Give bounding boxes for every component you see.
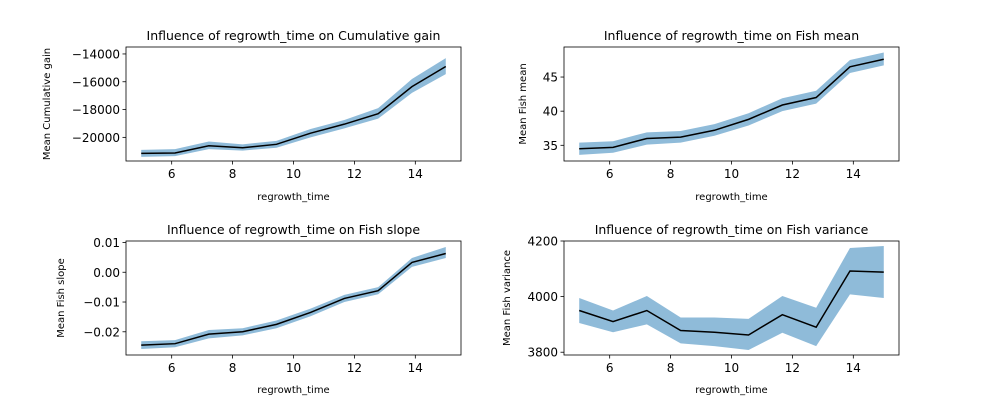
x-tick-label: 12 bbox=[785, 167, 800, 181]
axis-ticks-layer: 6 8 10 12 14 3800 4000 4200 bbox=[527, 235, 861, 376]
x-tick-label: 6 bbox=[168, 361, 176, 375]
confidence-band-layer bbox=[579, 52, 884, 155]
confidence-band bbox=[579, 52, 884, 155]
mean-line-layer bbox=[578, 270, 884, 336]
x-tick-label: 8 bbox=[229, 167, 237, 181]
plot-frame bbox=[563, 46, 900, 162]
x-tick-label: 8 bbox=[667, 167, 675, 181]
y-tick-label: 4200 bbox=[527, 235, 558, 249]
y-tick-label: 0.00 bbox=[93, 266, 120, 280]
y-axis-label: Mean Cumulative gain bbox=[42, 48, 53, 160]
x-tick-label: 10 bbox=[724, 361, 739, 375]
x-tick-label: 8 bbox=[229, 361, 237, 375]
y-tick-label: −20000 bbox=[72, 131, 120, 145]
y-tick-label: −16000 bbox=[72, 75, 120, 89]
subplot-fish-slope: Influence of regrowth_time on Fish slope… bbox=[56, 222, 462, 396]
x-axis-label: regrowth_time bbox=[257, 192, 329, 203]
subplot-title: Influence of regrowth_time on Fish varia… bbox=[595, 222, 869, 237]
x-tick-label: 10 bbox=[286, 361, 301, 375]
mean-line-layer bbox=[579, 58, 884, 150]
confidence-band bbox=[141, 246, 446, 350]
x-axis-label: regrowth_time bbox=[257, 385, 329, 396]
x-tick-label: 14 bbox=[846, 167, 861, 181]
y-tick-label: 3800 bbox=[527, 346, 558, 360]
axis-ticks-layer: 6 8 10 12 14 35 40 45 bbox=[543, 71, 861, 181]
subplot-title: Influence of regrowth_time on Cumulative… bbox=[147, 28, 441, 43]
y-tick-label: −18000 bbox=[72, 103, 120, 117]
y-tick-label: 45 bbox=[543, 71, 558, 85]
subplot-fish-mean: Influence of regrowth_time on Fish mean … bbox=[518, 28, 900, 203]
x-tick-label: 12 bbox=[347, 167, 362, 181]
subplot-title: Influence of regrowth_time on Fish mean bbox=[604, 28, 859, 43]
mean-line bbox=[579, 58, 884, 150]
subplot-fish-variance: Influence of regrowth_time on Fish varia… bbox=[502, 222, 900, 396]
y-axis-label: Mean Fish mean bbox=[518, 63, 529, 144]
x-tick-label: 6 bbox=[168, 167, 176, 181]
y-tick-label: 35 bbox=[543, 139, 558, 153]
mean-line bbox=[141, 65, 447, 155]
mean-line bbox=[578, 270, 884, 336]
x-tick-label: 10 bbox=[286, 167, 301, 181]
plot-frame bbox=[125, 46, 462, 162]
mean-line-layer bbox=[141, 252, 446, 346]
x-tick-label: 12 bbox=[347, 361, 362, 375]
y-tick-label: −0.02 bbox=[83, 325, 120, 339]
plot-frame bbox=[563, 240, 900, 356]
x-tick-label: 8 bbox=[667, 361, 675, 375]
x-axis-label: regrowth_time bbox=[695, 192, 767, 203]
mean-line-layer bbox=[141, 65, 447, 155]
axis-ticks-layer: 6 8 10 12 14 −20000 −18000 −16000 −14000 bbox=[72, 47, 423, 181]
x-tick-label: 14 bbox=[408, 361, 423, 375]
subplot-cumulative-gain: Influence of regrowth_time on Cumulative… bbox=[42, 28, 462, 203]
y-axis-label: Mean Fish slope bbox=[56, 258, 67, 338]
x-tick-label: 6 bbox=[606, 167, 614, 181]
mean-line bbox=[141, 252, 446, 346]
x-tick-label: 6 bbox=[606, 361, 614, 375]
axis-ticks-layer: 6 8 10 12 14 −0.02 −0.01 0.00 0.01 bbox=[83, 236, 423, 375]
x-tick-label: 10 bbox=[724, 167, 739, 181]
y-axis-label: Mean Fish variance bbox=[502, 250, 513, 346]
subplot-title: Influence of regrowth_time on Fish slope bbox=[167, 222, 420, 237]
y-tick-label: 40 bbox=[543, 105, 558, 119]
x-tick-label: 12 bbox=[785, 361, 800, 375]
plot-frame bbox=[125, 240, 462, 356]
x-tick-label: 14 bbox=[408, 167, 423, 181]
y-tick-label: −14000 bbox=[72, 47, 120, 61]
confidence-band-layer bbox=[141, 246, 446, 350]
x-axis-label: regrowth_time bbox=[695, 385, 767, 396]
y-tick-label: 0.01 bbox=[93, 236, 120, 250]
y-tick-label: −0.01 bbox=[83, 296, 120, 310]
y-tick-label: 4000 bbox=[527, 290, 558, 304]
x-tick-label: 14 bbox=[846, 361, 861, 375]
